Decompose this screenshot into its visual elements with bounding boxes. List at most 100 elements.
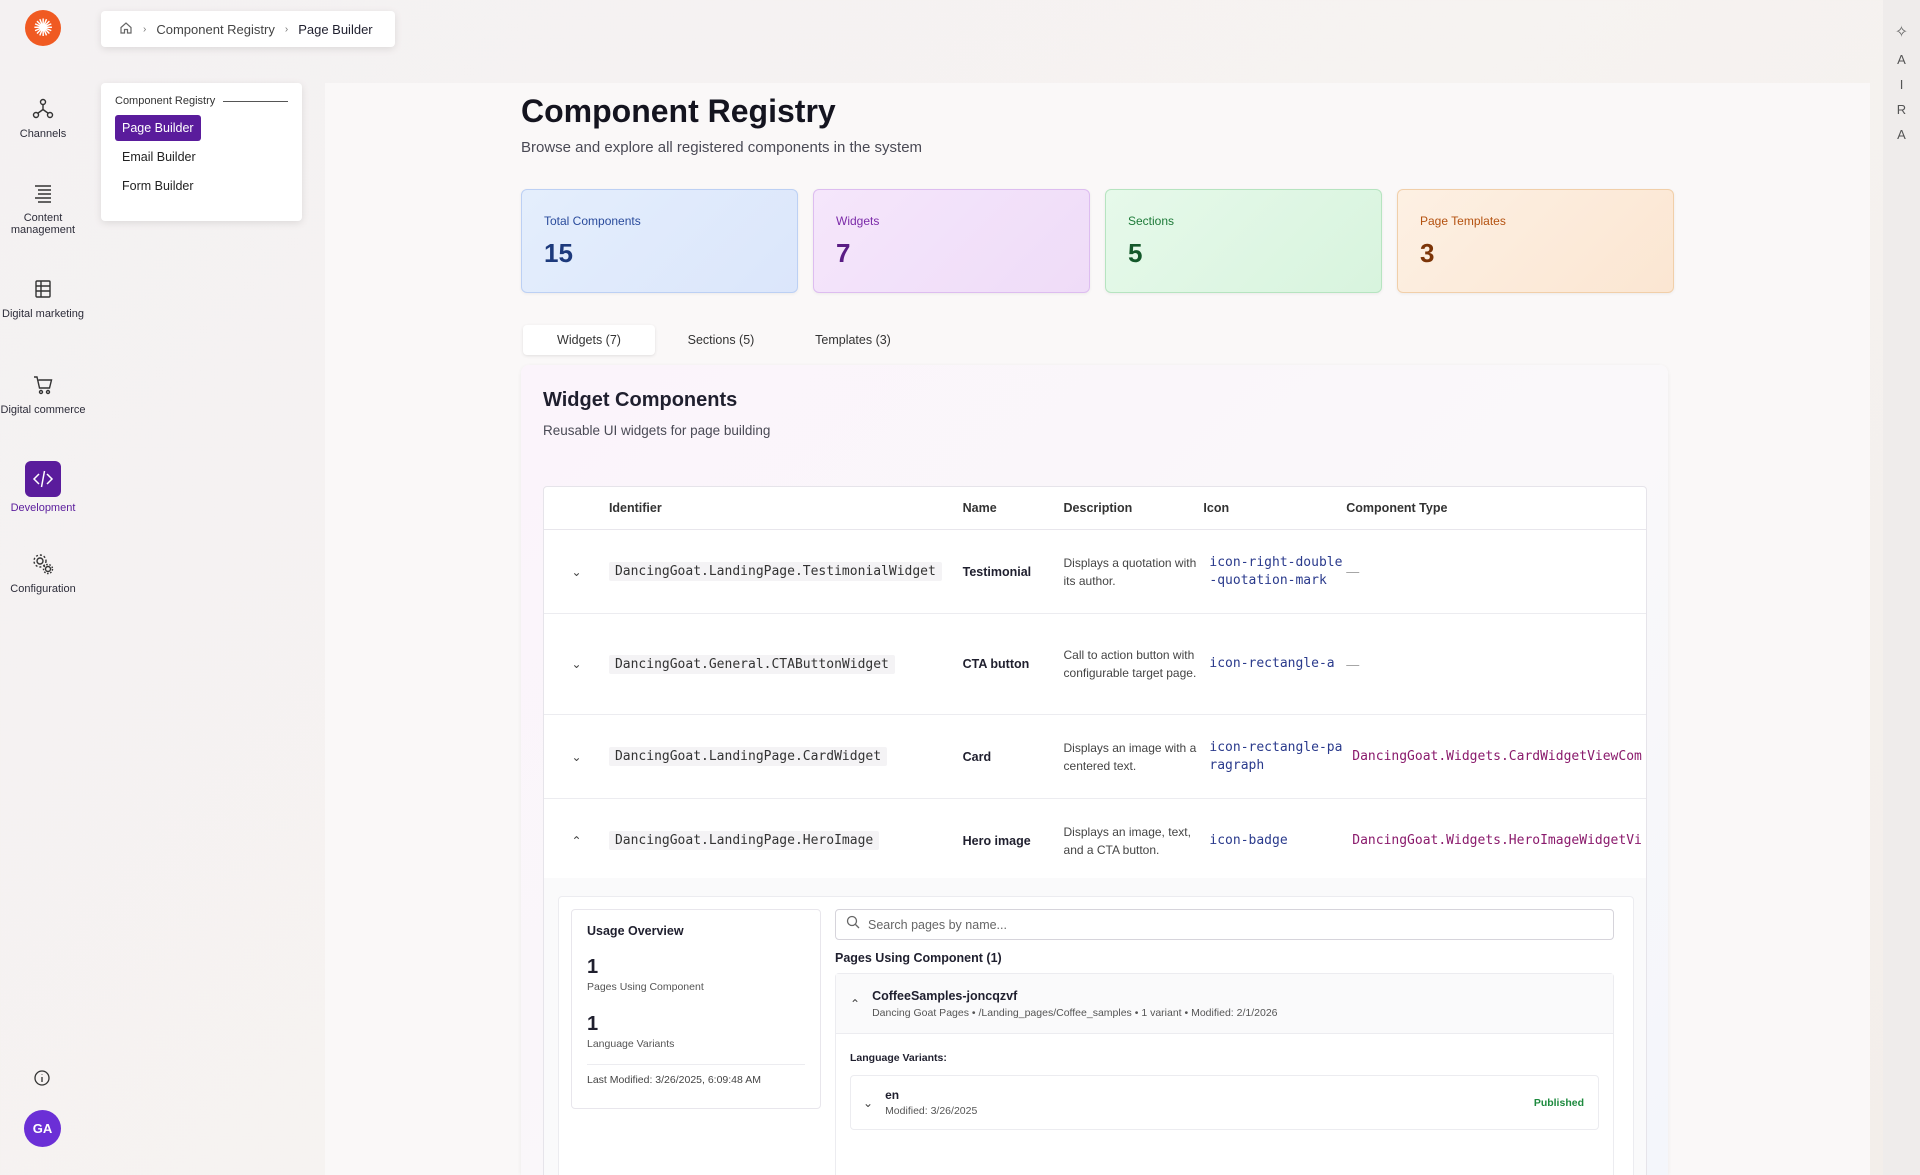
aira-letter[interactable]: I [1899, 77, 1904, 92]
chevron-down-icon[interactable]: ⌄ [571, 564, 582, 579]
submenu-title: Component Registry [115, 95, 288, 107]
cart-icon [30, 372, 56, 398]
icon-cell: icon-badge [1209, 832, 1288, 848]
page-card-header[interactable]: ⌃ CoffeeSamples-joncqzvf Dancing Goat Pa… [836, 974, 1613, 1034]
widget-components-card: Widget Components Reusable UI widgets fo… [521, 365, 1668, 1175]
rail-label: Channels [19, 128, 67, 140]
chevron-up-icon[interactable]: ⌃ [571, 833, 582, 848]
content-icon [30, 180, 56, 206]
submenu-item-page-builder[interactable]: Page Builder [115, 115, 201, 141]
last-modified: Last Modified: 3/26/2025, 6:09:48 AM [587, 1064, 805, 1086]
rail-label: Development [10, 502, 76, 514]
description-cell: Displays an image, text, and a CTA butto… [1063, 824, 1191, 857]
gear-icon [30, 551, 56, 577]
pages-count-label: Pages Using Component [587, 981, 704, 993]
type-cell: DancingGoat.Widgets.HeroImageWidgetVi [1352, 833, 1642, 848]
stat-total-components: Total Components 15 [521, 189, 798, 293]
language-variant-row[interactable]: ⌄ en Modified: 3/26/2025 Published [850, 1075, 1599, 1130]
divider [223, 100, 288, 102]
identifier-cell: DancingGoat.LandingPage.HeroImage [608, 831, 880, 850]
main-content: Component Registry Browse and explore al… [325, 83, 1870, 1175]
usage-title: Usage Overview [587, 924, 684, 938]
home-icon[interactable] [119, 21, 133, 38]
table-row[interactable]: ⌄ DancingGoat.LandingPage.TestimonialWid… [544, 530, 1646, 614]
type-cell: — [1346, 656, 1360, 672]
table-row[interactable]: ⌃ DancingGoat.LandingPage.HeroImage Hero… [544, 799, 1646, 883]
table-row[interactable]: ⌄ DancingGoat.General.CTAButtonWidget CT… [544, 614, 1646, 715]
column-header[interactable]: Name [962, 501, 997, 515]
stat-label: Page Templates [1420, 214, 1506, 228]
aira-letter[interactable]: A [1897, 127, 1906, 142]
application-submenu: Component Registry Page Builder Email Bu… [101, 83, 302, 221]
card-subtitle: Reusable UI widgets for page building [543, 423, 771, 438]
card-title: Widget Components [543, 389, 738, 411]
widgets-table: Identifier Name Description Icon Compone… [543, 486, 1647, 884]
name-cell: CTA button [962, 657, 1030, 671]
identifier-cell: DancingGoat.General.CTAButtonWidget [608, 654, 895, 674]
icon-cell: icon-right-double-quotation-mark [1209, 554, 1343, 588]
chevron-right-icon: › [284, 23, 289, 35]
page-search [835, 909, 1614, 940]
column-header[interactable]: Icon [1203, 501, 1230, 515]
breadcrumb-item[interactable]: Component Registry [156, 21, 275, 37]
tab-templates[interactable]: Templates (3) [815, 333, 891, 347]
info-icon[interactable] [33, 1069, 51, 1087]
column-header[interactable]: Identifier [608, 501, 662, 515]
submenu-item-form-builder[interactable]: Form Builder [122, 179, 194, 193]
usage-overview: Usage Overview 1 Pages Using Component 1… [571, 909, 821, 1109]
chevron-down-icon[interactable]: ⌄ [571, 749, 582, 764]
column-header[interactable]: Component Type [1346, 501, 1448, 515]
table-row[interactable]: ⌄ DancingGoat.LandingPage.CardWidget Car… [544, 715, 1646, 799]
stat-value: 3 [1420, 238, 1435, 268]
rail-label: Content management [10, 212, 76, 236]
sparkle-icon[interactable]: ✧ [1894, 24, 1909, 41]
chevron-down-icon[interactable]: ⌄ [571, 657, 582, 671]
description-cell: Displays an image with a centered text. [1063, 740, 1197, 773]
column-header[interactable]: Description [1063, 501, 1133, 515]
stat-page-templates: Page Templates 3 [1397, 189, 1674, 293]
rail-label: Configuration [10, 583, 76, 595]
stat-value: 15 [544, 238, 573, 268]
rail-item-content-management[interactable]: Content management [0, 180, 86, 236]
stat-value: 7 [836, 238, 851, 268]
aira-letter[interactable]: R [1896, 102, 1907, 117]
variants-count: 1 [587, 1013, 599, 1035]
name-cell: Card [962, 749, 992, 764]
rail-item-development[interactable]: Development [0, 461, 86, 514]
language-variants-title: Language Variants: [850, 1052, 947, 1064]
breadcrumb-current: Page Builder [298, 21, 373, 37]
app-logo-icon[interactable]: ✺ [25, 10, 61, 46]
description-cell: Displays a quotation with its author. [1063, 555, 1197, 588]
stat-label: Total Components [544, 214, 641, 228]
stat-value: 5 [1128, 238, 1143, 268]
channels-icon [30, 96, 56, 122]
pages-count: 1 [587, 956, 599, 978]
chevron-down-icon[interactable]: ⌄ [863, 1095, 874, 1110]
marketing-icon [30, 276, 56, 302]
name-cell: Hero image [962, 833, 1031, 848]
submenu-item-email-builder[interactable]: Email Builder [122, 150, 196, 164]
icon-cell: icon-rectangle-a [1209, 656, 1335, 671]
aira-letter[interactable]: A [1897, 52, 1906, 67]
stat-label: Sections [1128, 214, 1175, 228]
rail-item-configuration[interactable]: Configuration [0, 551, 86, 595]
tab-widgets[interactable]: Widgets (7) [523, 325, 655, 355]
chevron-up-icon[interactable]: ⌃ [850, 996, 861, 1011]
avatar[interactable]: GA [24, 1110, 61, 1147]
rail-item-digital-commerce[interactable]: Digital commerce [0, 372, 86, 416]
usage-panel: Usage Overview 1 Pages Using Component 1… [558, 896, 1634, 1175]
type-cell: DancingGoat.Widgets.CardWidgetViewCom [1352, 749, 1642, 764]
component-tabs: Widgets (7) Sections (5) Templates (3) [523, 325, 919, 355]
search-input[interactable] [868, 917, 1568, 932]
page-subtitle: Browse and explore all registered compon… [521, 139, 923, 156]
stat-widgets: Widgets 7 [813, 189, 1090, 293]
page-title: Component Registry [521, 93, 836, 129]
tab-sections[interactable]: Sections (5) [687, 333, 755, 347]
right-rail: ✧ A I R A [1883, 0, 1920, 1175]
name-cell: Testimonial [962, 564, 1032, 579]
rail-item-channels[interactable]: Channels [0, 96, 86, 140]
pages-title: Pages Using Component (1) [835, 951, 1002, 965]
variant-code: en [885, 1088, 900, 1102]
page-meta: Dancing Goat Pages • /Landing_pages/Coff… [872, 1006, 1278, 1019]
rail-item-digital-marketing[interactable]: Digital marketing [0, 276, 86, 320]
